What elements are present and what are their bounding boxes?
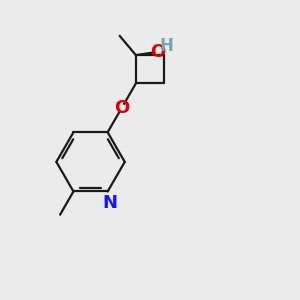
Text: N: N (103, 194, 118, 212)
Text: O: O (150, 43, 166, 61)
Text: O: O (114, 99, 129, 117)
Text: H: H (159, 37, 173, 55)
